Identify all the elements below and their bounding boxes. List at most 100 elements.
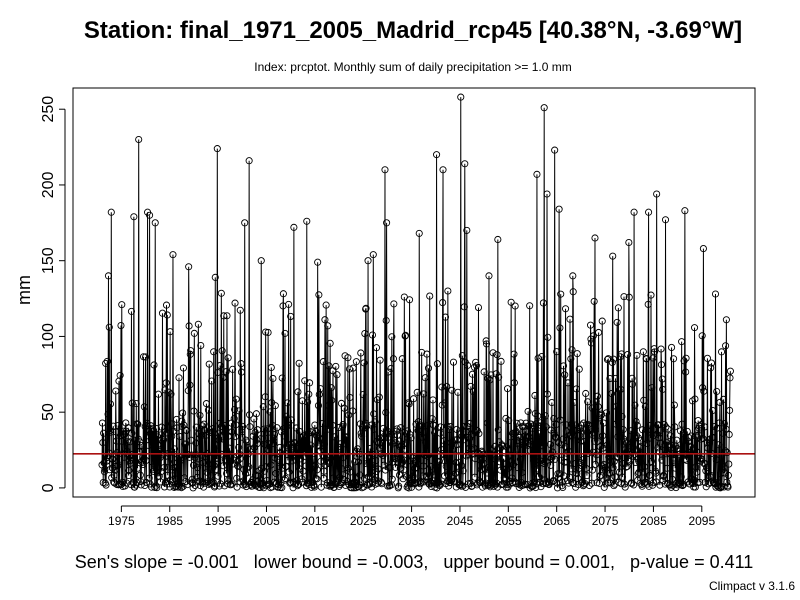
data-point	[209, 478, 217, 486]
data-point	[242, 436, 250, 444]
data-point	[452, 458, 460, 467]
data-point	[616, 432, 624, 440]
data-point	[162, 301, 171, 309]
data-point	[364, 257, 372, 265]
data-point	[555, 205, 563, 213]
data-point	[567, 355, 575, 363]
data-point	[449, 358, 458, 366]
data-point	[238, 425, 246, 434]
data-point	[179, 409, 187, 417]
data-point	[546, 440, 554, 448]
data-point	[387, 364, 395, 373]
data-point	[541, 412, 549, 420]
data-point	[514, 445, 522, 453]
data-point	[146, 480, 154, 488]
data-point	[474, 304, 483, 312]
data-point	[130, 213, 138, 221]
data-point	[267, 363, 275, 372]
data-point	[496, 444, 504, 452]
data-point	[723, 448, 731, 457]
data-point	[255, 467, 263, 475]
data-point	[325, 362, 333, 370]
data-point	[103, 357, 111, 365]
data-point	[368, 331, 377, 339]
data-point	[183, 427, 191, 435]
data-point	[451, 469, 460, 477]
data-point	[194, 320, 202, 328]
data-point	[284, 456, 292, 465]
data-point	[586, 422, 594, 430]
data-point	[383, 219, 391, 227]
data-point	[141, 353, 150, 361]
data-point	[225, 444, 233, 452]
data-point	[281, 329, 289, 337]
data-point	[128, 399, 136, 407]
data-point	[566, 432, 574, 440]
data-point	[582, 389, 590, 398]
data-point	[176, 432, 184, 441]
data-point	[510, 379, 518, 387]
data-point	[553, 484, 562, 492]
data-point	[314, 402, 323, 410]
data-point	[686, 442, 695, 450]
data-point	[482, 340, 491, 348]
data-point	[176, 482, 184, 490]
data-point	[409, 472, 417, 480]
data-point	[257, 435, 265, 443]
data-point	[208, 377, 216, 385]
data-point	[701, 423, 709, 431]
data-point	[726, 406, 734, 414]
data-point	[186, 350, 194, 358]
data-point	[278, 484, 286, 492]
data-point	[262, 463, 270, 471]
data-point	[592, 398, 600, 406]
data-point	[245, 411, 254, 419]
data-point	[319, 358, 327, 366]
data-point	[150, 361, 158, 369]
data-point	[666, 432, 674, 440]
data-point	[698, 332, 706, 340]
data-point	[620, 293, 628, 301]
data-point	[561, 443, 569, 451]
data-point	[101, 465, 109, 473]
data-point	[402, 439, 410, 447]
data-point	[604, 479, 612, 487]
data-point	[190, 407, 198, 415]
data-point	[237, 368, 246, 376]
data-point	[314, 258, 322, 266]
data-point	[287, 416, 296, 424]
data-point	[593, 392, 601, 400]
data-point	[663, 464, 671, 472]
data-point	[653, 430, 661, 438]
data-point	[555, 470, 564, 478]
data-point	[163, 311, 171, 319]
data-point	[185, 263, 193, 271]
data-point	[622, 438, 630, 446]
data-point	[566, 315, 574, 323]
data-point	[700, 387, 708, 395]
data-point	[171, 463, 179, 472]
data-point	[726, 367, 734, 375]
data-point	[639, 348, 647, 356]
data-point	[363, 422, 371, 430]
data-point	[321, 316, 329, 324]
data-point	[495, 373, 503, 381]
data-point	[137, 477, 145, 486]
data-point	[526, 302, 534, 310]
data-point	[693, 468, 701, 476]
data-point	[507, 298, 515, 306]
data-point	[252, 471, 260, 479]
data-point	[107, 428, 115, 436]
data-point	[324, 425, 332, 433]
data-point	[112, 387, 120, 395]
data-point	[126, 457, 134, 465]
data-point	[313, 466, 321, 474]
data-point	[704, 444, 712, 452]
data-point	[148, 424, 156, 432]
data-point	[460, 436, 468, 444]
data-point	[223, 312, 231, 320]
data-point	[543, 390, 551, 398]
data-point	[125, 471, 133, 480]
data-point	[555, 439, 563, 447]
data-point	[606, 375, 614, 383]
